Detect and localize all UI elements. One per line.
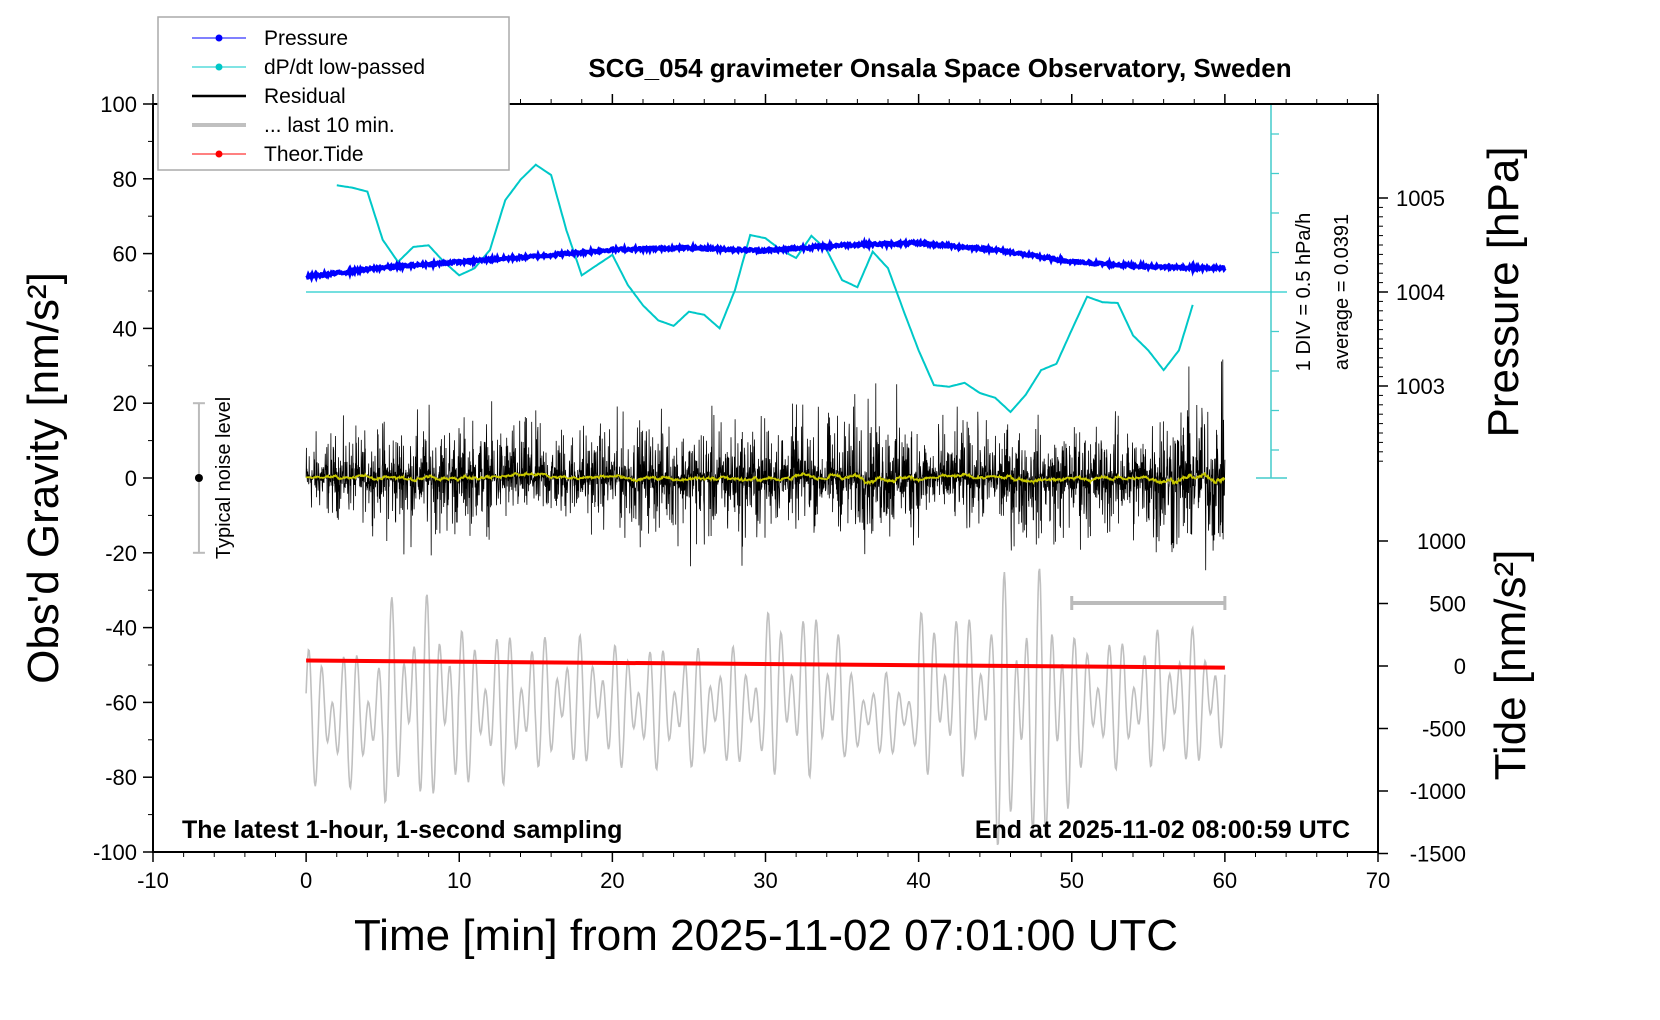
- x-axis-label: Time [min] from 2025-11-02 07:01:00 UTC: [354, 911, 1178, 960]
- x-tick-label: -10: [137, 868, 169, 893]
- x-tick-label: 70: [1366, 868, 1390, 893]
- last-10-min-series-line: [305, 568, 1226, 846]
- x-tick-label: 60: [1213, 868, 1237, 893]
- x-tick-label: 30: [753, 868, 777, 893]
- pressure-tick-label: 1005: [1396, 186, 1445, 211]
- legend-marker: [215, 150, 223, 158]
- annotation-bottom-left: The latest 1-hour, 1-second sampling: [182, 816, 622, 844]
- tide-axis-label: Tide [nm/s²]: [1486, 550, 1535, 781]
- y-tick-label: -60: [105, 690, 137, 715]
- residual-smoothed-line: [305, 470, 1226, 486]
- legend-label: ... last 10 min.: [264, 114, 395, 137]
- y-tick-label: 100: [100, 92, 137, 117]
- y-tick-label: -40: [105, 616, 137, 641]
- theor-tide-series-line: [306, 658, 1225, 670]
- pressure-series-line: [305, 236, 1227, 284]
- y-tick-label: 20: [113, 391, 137, 416]
- legend: Pressure dP/dt low-passed Residual ... last…: [157, 16, 510, 171]
- y-tick-label: -100: [93, 840, 137, 865]
- legend-marker: [215, 63, 223, 71]
- noise-level-dot: [194, 474, 203, 482]
- y-tick-label: 40: [113, 316, 137, 341]
- noise-label: Typical noise level: [213, 397, 235, 559]
- y-tick-label: -80: [105, 765, 137, 790]
- tide-tick-label: 1000: [1417, 529, 1466, 554]
- legend-box: [157, 16, 510, 171]
- x-tick-label: 50: [1060, 868, 1084, 893]
- y-tick-label: -20: [105, 541, 137, 566]
- legend-label: Residual: [264, 85, 346, 108]
- chart-title: SCG_054 gravimeter Onsala Space Observat…: [588, 53, 1291, 83]
- legend-label: dP/dt low-passed: [264, 56, 425, 79]
- residual-series-line: [305, 359, 1226, 571]
- annotation-bottom-right: End at 2025-11-02 08:00:59 UTC: [975, 816, 1350, 844]
- pressure-tick-label: 1003: [1396, 374, 1445, 399]
- div-label: 1 DIV = 0.5 hPa/h: [1293, 213, 1315, 371]
- tide-tick-label: 0: [1454, 654, 1466, 679]
- dpdt-series-line: [336, 163, 1194, 414]
- y-tick-label: 0: [125, 466, 137, 491]
- legend-marker: [215, 34, 223, 42]
- pressure-axis-label: Pressure [hPa]: [1479, 146, 1528, 437]
- y-tick-label: 60: [113, 242, 137, 267]
- x-tick-label: 40: [906, 868, 930, 893]
- x-tick-label: 20: [600, 868, 624, 893]
- legend-label: Pressure: [264, 27, 348, 50]
- tide-tick-label: -500: [1422, 717, 1466, 742]
- average-label: average = 0.0391: [1331, 214, 1353, 370]
- y-tick-label: 80: [113, 167, 137, 192]
- legend-label: Theor.Tide: [264, 143, 364, 166]
- tide-tick-label: -1000: [1410, 779, 1466, 804]
- tide-tick-label: 500: [1429, 592, 1466, 617]
- pressure-tick-label: 1004: [1396, 280, 1445, 305]
- y-axis-label: Obs'd Gravity [nm/s²]: [19, 272, 68, 684]
- x-tick-label: 10: [447, 868, 471, 893]
- tide-tick-label: -1500: [1410, 842, 1466, 867]
- x-tick-label: 0: [300, 868, 312, 893]
